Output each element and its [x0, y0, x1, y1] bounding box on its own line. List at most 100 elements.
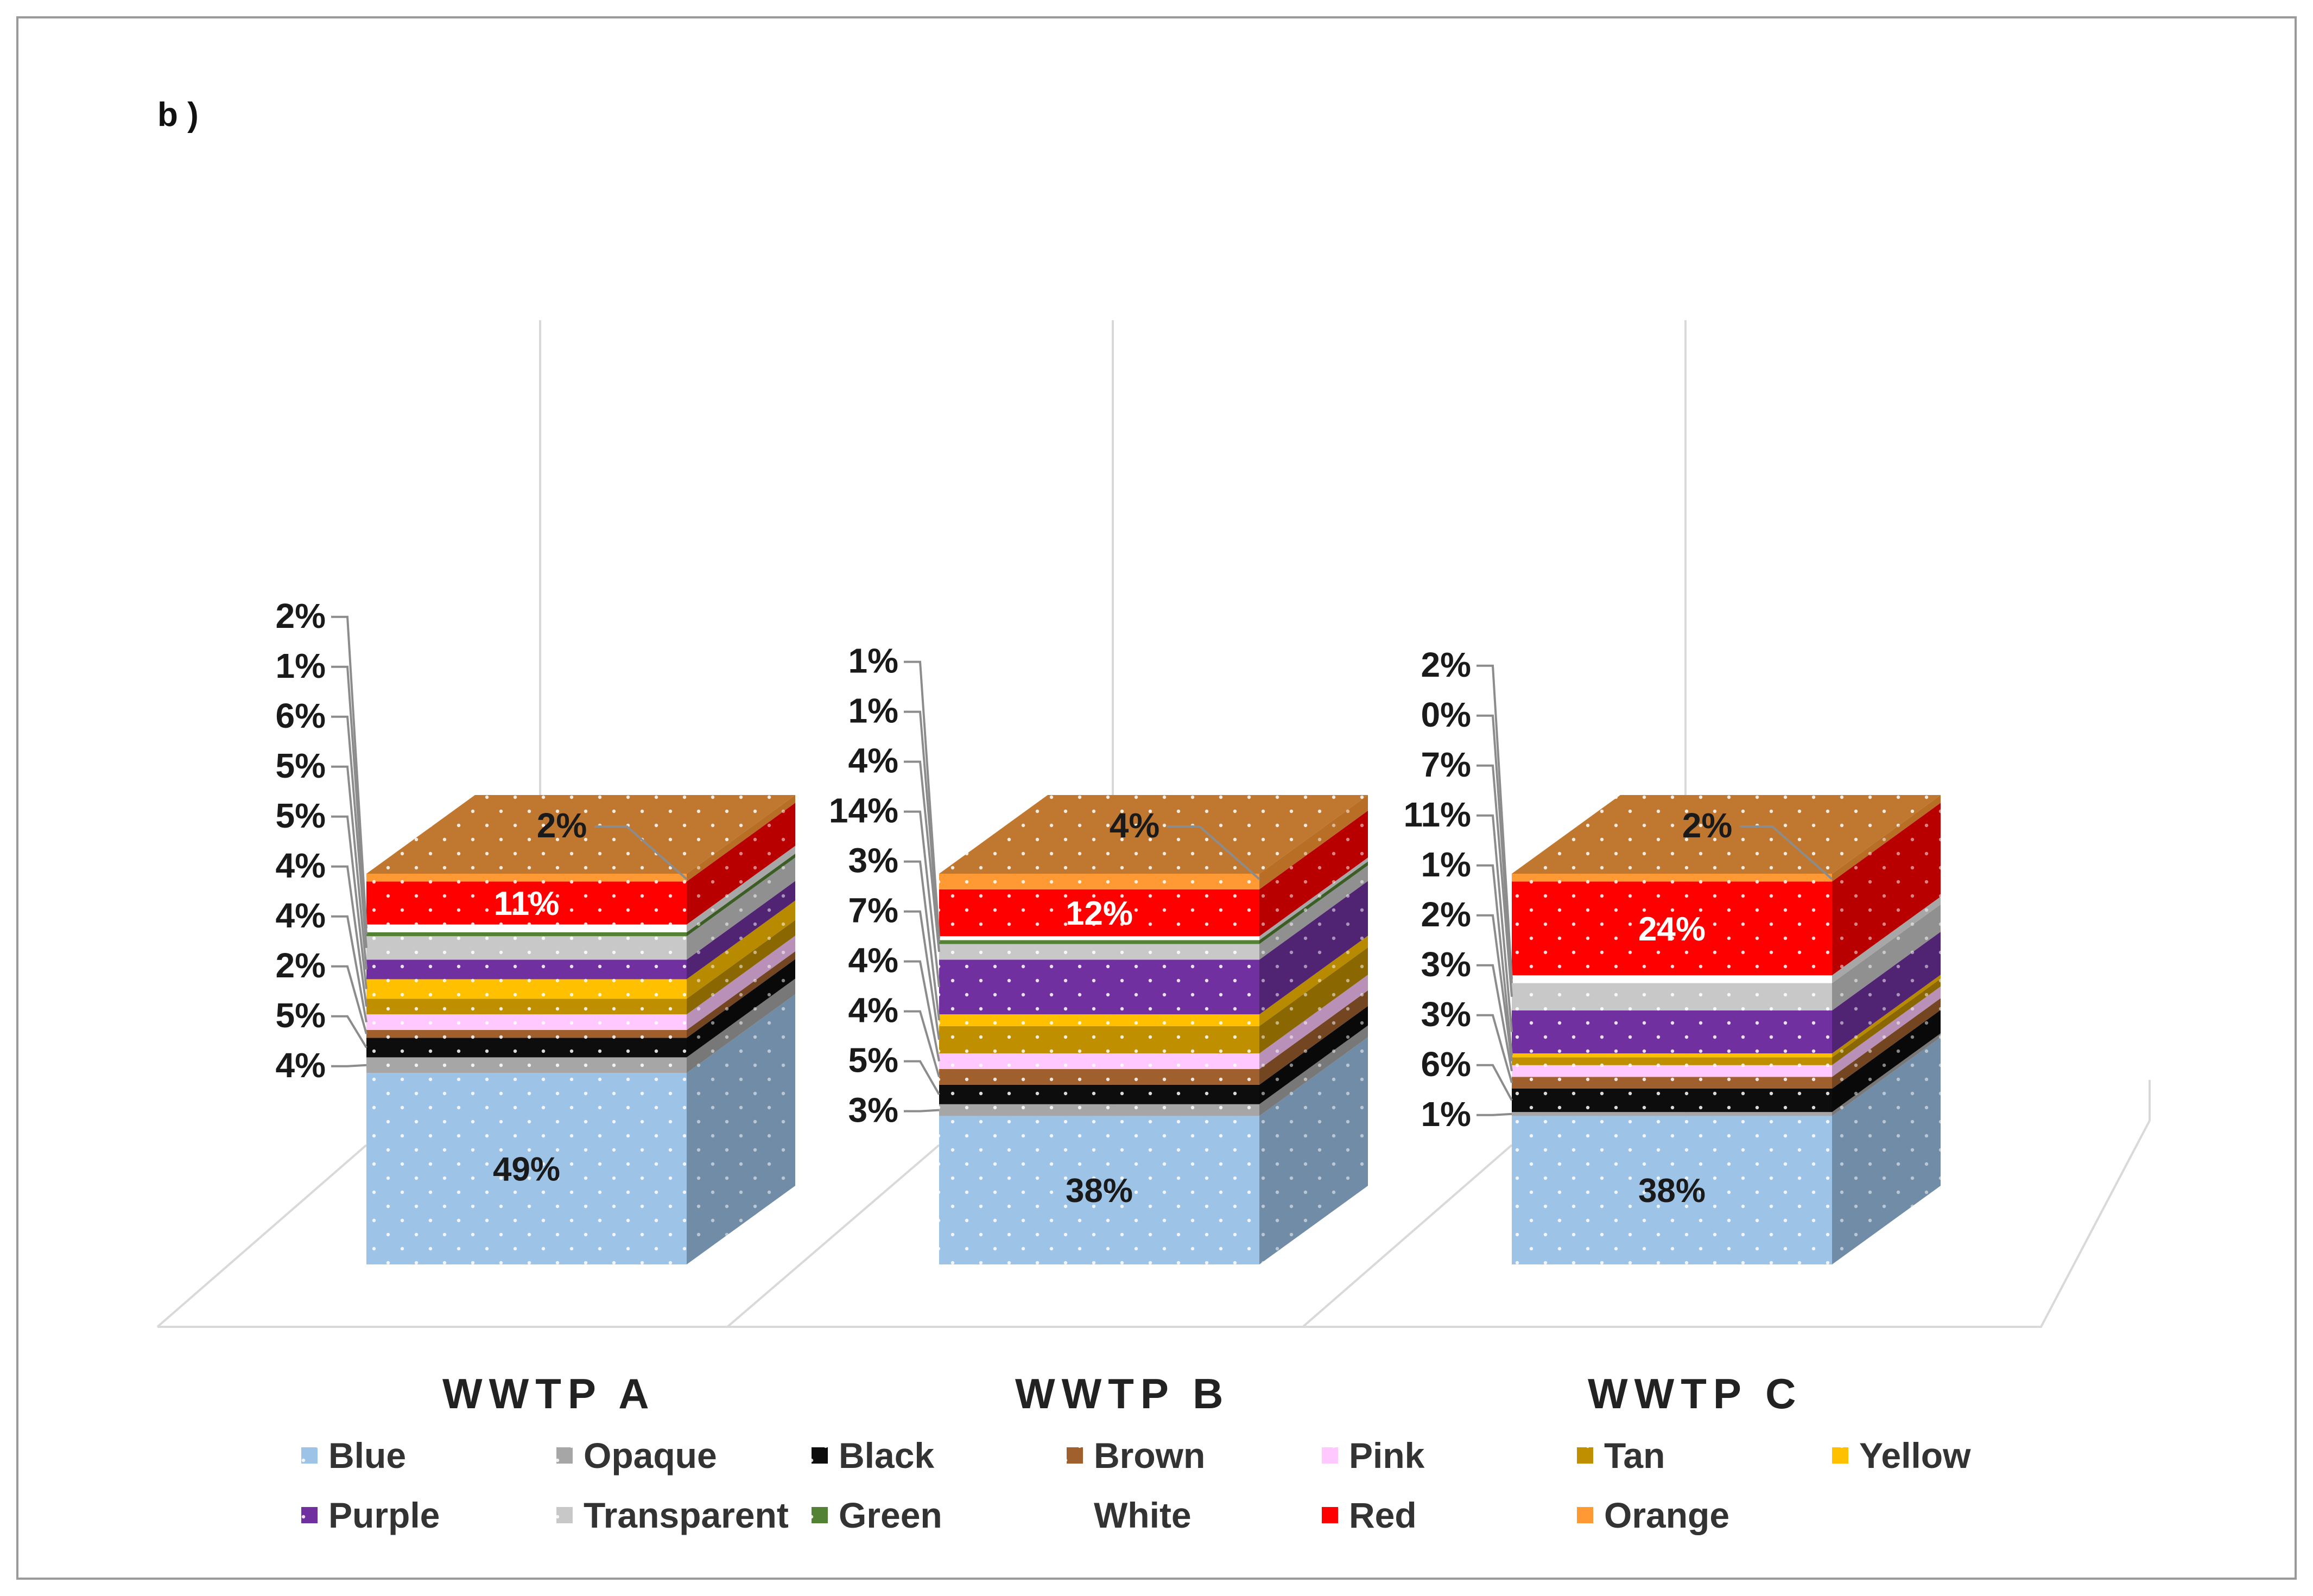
label-wwtp-a-orange: 2% — [537, 806, 587, 845]
legend-item-yellow: Yellow — [1832, 1435, 1971, 1476]
bars — [366, 795, 1941, 1264]
leader-wwtp-c-brown — [1476, 1014, 1513, 1083]
legend-item-pink: Pink — [1322, 1435, 1425, 1476]
svg-text:Black: Black — [839, 1435, 934, 1476]
legend-item-purple: Purple — [301, 1495, 440, 1535]
legend-item-brown: Brown — [1067, 1435, 1205, 1476]
svg-text:Purple: Purple — [328, 1495, 440, 1535]
leader-wwtp-b-transparent — [904, 760, 940, 952]
bar-top-wwtp-a — [366, 795, 795, 874]
floor-line — [1302, 1144, 1513, 1328]
label-wwtp-b-blue: 38% — [1066, 1172, 1133, 1210]
svg-text:Blue: Blue — [328, 1435, 406, 1476]
bar-wwtp-b-blue — [939, 1037, 1368, 1264]
legend-item-black: Black — [812, 1435, 934, 1476]
label-wwtp-c-tan: 2% — [1421, 895, 1472, 934]
bar-wwtp-c-tan — [1512, 978, 1941, 1065]
bar-wwtp-a-pink — [366, 936, 795, 1030]
svg-text:White: White — [1094, 1495, 1192, 1535]
label-wwtp-c-orange: 2% — [1682, 806, 1733, 845]
leader-wwtp-b-opaque — [904, 1109, 940, 1112]
leader-wwtp-b-white — [904, 660, 940, 938]
bar-wwtp-a-transparent — [366, 857, 795, 960]
legend-item-red: Red — [1322, 1495, 1417, 1535]
bar-wwtp-b-pink — [939, 975, 1368, 1069]
label-wwtp-b-pink: 4% — [848, 941, 899, 980]
bar-wwtp-b-opaque — [939, 1025, 1368, 1116]
label-wwtp-b-white: 1% — [848, 641, 899, 681]
label-wwtp-c-white: 2% — [1421, 645, 1472, 684]
leader-wwtp-b-orange — [1167, 825, 1260, 880]
svg-text:Red: Red — [1349, 1495, 1417, 1535]
bar-wwtp-c-opaque — [1512, 1033, 1941, 1116]
bar-wwtp-c-orange — [1512, 795, 1941, 882]
bar-wwtp-c-pink — [1512, 986, 1941, 1077]
legend-item-orange: Orange — [1577, 1495, 1729, 1535]
bar-wwtp-a-blue — [366, 994, 795, 1264]
leader-wwtp-c-opaque — [1476, 1112, 1512, 1116]
data-labels: 49% 11% 2% 4% 5% 2% 4% 4% 5% 5% 6% 1% 2% 38% 12% 4% 3% 5%… — [276, 596, 1833, 1210]
bar-wwtp-c-black — [1512, 1010, 1941, 1112]
leader-wwtp-c-transparent — [1476, 764, 1513, 997]
leader-wwtp-c-tan — [1476, 914, 1513, 1061]
bar-wwtp-a-purple — [366, 881, 795, 980]
label-wwtp-b-green: 1% — [848, 691, 899, 730]
category-label-wwtp-c: WWTP C — [1588, 1370, 1803, 1417]
leader-wwtp-b-yellow — [904, 860, 940, 1021]
bar-top-wwtp-c — [1512, 795, 1941, 874]
label-wwtp-a-pink: 4% — [276, 896, 326, 935]
label-wwtp-a-tan: 4% — [276, 846, 326, 885]
bar-wwtp-a-white — [366, 845, 795, 932]
bar-wwtp-b-white — [939, 857, 1368, 940]
leader-wwtp-a-white — [331, 615, 367, 929]
bar-wwtp-c-transparent — [1512, 904, 1941, 1010]
label-wwtp-b-yellow: 3% — [848, 841, 899, 880]
label-wwtp-b-red: 12% — [1066, 895, 1133, 932]
leader-wwtp-c-white — [1476, 664, 1513, 980]
label-wwtp-c-green: 0% — [1421, 695, 1472, 734]
bar-wwtp-a-orange — [366, 795, 795, 882]
leader-wwtp-c-pink — [1476, 964, 1513, 1071]
svg-text:Yellow: Yellow — [1859, 1435, 1971, 1476]
leader-wwtp-c-purple — [1476, 814, 1513, 1032]
label-wwtp-c-yellow: 1% — [1421, 845, 1472, 884]
legend-item-white: White — [1094, 1495, 1192, 1535]
floor-line — [156, 1144, 367, 1328]
bar-wwtp-b-tan — [939, 947, 1368, 1054]
bar-wwtp-c-white — [1512, 896, 1941, 983]
label-wwtp-a-opaque: 4% — [276, 1046, 326, 1085]
panel-label: b ) — [157, 96, 199, 133]
bar-wwtp-a-red — [366, 803, 795, 925]
label-wwtp-a-green: 1% — [276, 646, 326, 685]
bar-wwtp-b-brown — [939, 990, 1368, 1085]
chart-frame — [16, 16, 2297, 1580]
leader-wwtp-b-purple — [904, 810, 940, 988]
label-wwtp-b-brown: 4% — [848, 991, 899, 1030]
bar-wwtp-c-blue — [1512, 1037, 1941, 1264]
label-wwtp-b-tan: 7% — [848, 891, 899, 930]
leader-wwtp-b-green — [904, 710, 940, 943]
leader-wwtp-c-black — [1476, 1064, 1513, 1101]
label-wwtp-a-yellow: 5% — [276, 796, 326, 835]
leader-wwtp-a-black — [331, 1015, 367, 1048]
svg-text:Brown: Brown — [1094, 1435, 1205, 1476]
bar-wwtp-b-red — [939, 810, 1368, 937]
label-wwtp-a-red: 11% — [494, 885, 560, 923]
legend: Blue Opaque Black Brown Pink Tan Yellow Purple T… — [301, 1435, 1971, 1535]
svg-text:Opaque: Opaque — [584, 1435, 717, 1476]
bar-wwtp-c-brown — [1512, 998, 1941, 1089]
leader-wwtp-b-tan — [904, 910, 940, 1040]
bar-wwtp-b-transparent — [939, 865, 1368, 960]
label-wwtp-c-transparent: 7% — [1421, 745, 1472, 784]
category-label-wwtp-b: WWTP B — [1015, 1370, 1230, 1417]
leader-wwtp-a-pink — [331, 915, 367, 1022]
bar-top-wwtp-b — [939, 795, 1368, 874]
label-wwtp-a-transparent: 6% — [276, 696, 326, 735]
legend-item-opaque: Opaque — [556, 1435, 717, 1476]
label-wwtp-a-blue: 49% — [493, 1151, 560, 1188]
bar-wwtp-c-yellow — [1512, 975, 1941, 1058]
leader-wwtp-a-brown — [331, 965, 367, 1034]
category-labels: WWTP A WWTP B WWTP C — [442, 1370, 1803, 1417]
svg-text:Orange: Orange — [1604, 1495, 1729, 1535]
